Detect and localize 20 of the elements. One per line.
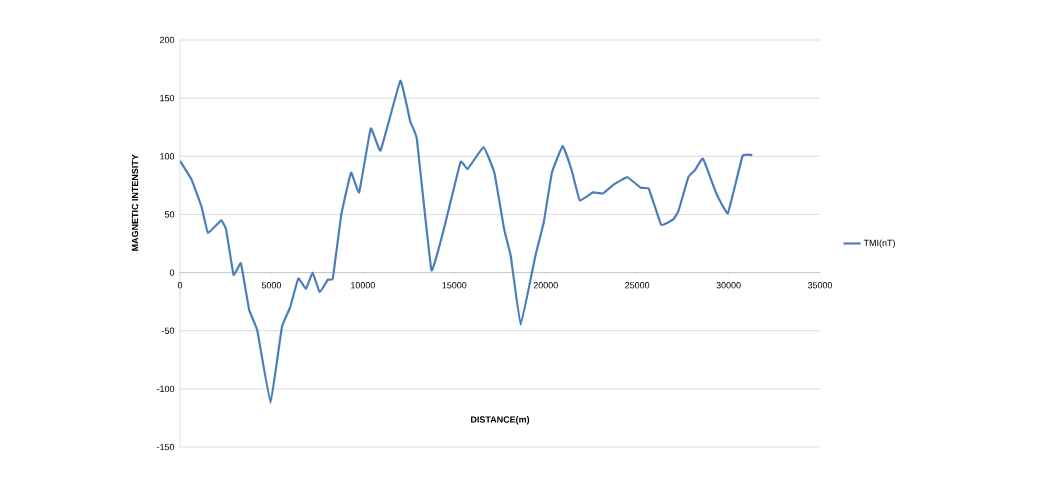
line-series (180, 79, 754, 404)
y-tick-label: -100 (156, 385, 175, 393)
x-tick-label: 25000 (625, 282, 650, 289)
y-tick-label: -50 (161, 327, 175, 334)
y-tick-label: 200 (159, 36, 175, 44)
legend-label: TMI(nT) (863, 239, 895, 248)
y-tick-label: -150 (156, 443, 175, 451)
y-tick-label: 0 (169, 269, 175, 276)
x-tick-label: 0 (177, 282, 183, 289)
x-tick-label: 35000 (807, 282, 833, 289)
x-tick-label: 30000 (716, 282, 741, 289)
x-tick-label: 5000 (261, 282, 282, 289)
y-axis-title: MAGNETIC INTENSITY (131, 154, 139, 251)
y-tick-label: 150 (160, 94, 175, 102)
x-axis-title: DISTANCE(m) (471, 416, 530, 425)
y-tick-label: 50 (164, 211, 175, 218)
x-tick-label: 10000 (351, 282, 375, 289)
x-tick-label: 20000 (533, 282, 558, 289)
x-tick-label: 15000 (442, 282, 467, 289)
y-tick-label: 100 (160, 153, 175, 160)
